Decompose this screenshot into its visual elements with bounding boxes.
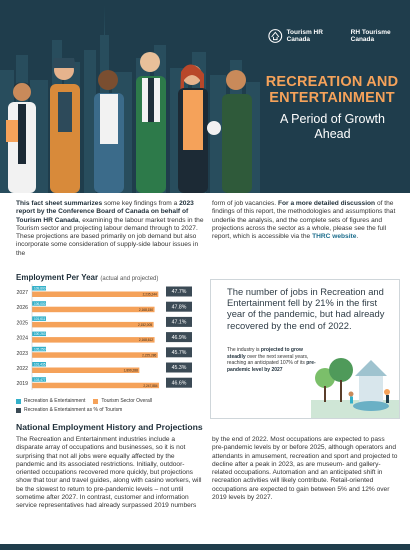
header-banner: Tourism HR Canada RH Tourisme Canada REC… bbox=[0, 0, 410, 193]
y-tick-label: 2023 bbox=[16, 351, 28, 357]
bar-tourism-label: 2,168,612 bbox=[139, 338, 153, 342]
bar-rec-label: 103,477 bbox=[34, 378, 46, 382]
bar-rec bbox=[32, 377, 46, 382]
y-tick-label: 2024 bbox=[16, 336, 28, 342]
chart-legend: Recreation & Entertainment Tourism Secto… bbox=[16, 398, 206, 416]
intro-lead-b: some key findings from a bbox=[103, 200, 178, 207]
pct-badge-label: 47.8% bbox=[172, 304, 187, 310]
footer-bar bbox=[0, 544, 410, 550]
bar-rec bbox=[32, 346, 46, 352]
bar-rec-label: 100,263 bbox=[34, 332, 46, 336]
bar-rec-label: 109,800 bbox=[34, 287, 46, 291]
employment-chart: 2027 109,800 2,235,244 47.7% 2026 106,000 2,16… bbox=[16, 284, 192, 390]
bar-tourism bbox=[32, 352, 158, 358]
header-illustration bbox=[0, 5, 260, 193]
bar-rec bbox=[32, 331, 46, 337]
intro-cont-c: of the findings of this report, the meth… bbox=[212, 200, 396, 241]
bar-tourism bbox=[32, 321, 154, 328]
bar-tourism-label: 2,168,150 bbox=[139, 308, 153, 312]
pct-badge-label: 47.7% bbox=[172, 289, 187, 295]
callout-body-c: over the next several years, reaching an… bbox=[227, 353, 309, 367]
y-tick-label: 2022 bbox=[16, 366, 28, 372]
bar-rec bbox=[32, 301, 46, 306]
logo-text-en: Tourism HR Canada bbox=[286, 29, 323, 43]
pct-badge-label: 45.3% bbox=[172, 365, 187, 371]
pct-badge-label: 46.6% bbox=[172, 380, 187, 386]
pct-badge-label: 47.1% bbox=[172, 320, 187, 326]
pct-badge bbox=[166, 301, 192, 312]
legend-row-2: Recreation & Entertainment as % of Touri… bbox=[16, 407, 206, 413]
callout-body-d: pre-pandemic level by 2027 bbox=[227, 360, 316, 373]
legend-row-1: Recreation & Entertainment Tourism Secto… bbox=[16, 398, 206, 404]
page-subtitle: A Period of Growth Ahead bbox=[280, 112, 385, 141]
pct-badge-label: 46.9% bbox=[172, 335, 187, 341]
section-title: National Employment History and Projecti… bbox=[16, 422, 203, 432]
bar-rec-label: 105,250 bbox=[34, 347, 46, 351]
legend-label-pct: Recreation & Entertainment as % of Touri… bbox=[24, 407, 123, 413]
legend-swatch-rec bbox=[16, 398, 21, 404]
y-tick-label: 2026 bbox=[16, 305, 28, 311]
intro-report-ref: 2023 report by the Conference Board of C… bbox=[16, 200, 194, 224]
callout-body-a: The industry is bbox=[227, 347, 260, 353]
pct-badge bbox=[166, 377, 192, 388]
legend-item-rec: Recreation & Entertainment bbox=[16, 398, 85, 404]
y-tick-label: 2019 bbox=[16, 381, 28, 387]
bar-tourism-label: 2,235,244 bbox=[143, 293, 157, 297]
park-illustration bbox=[311, 358, 399, 418]
bar-rec bbox=[32, 316, 46, 321]
bar-tourism bbox=[32, 337, 155, 343]
bar-tourism-label: 1,899,288 bbox=[124, 369, 138, 373]
intro-cont-b: For a more detailed discussion bbox=[277, 200, 376, 207]
legend-swatch-pct bbox=[16, 407, 21, 413]
pct-badge-label: 45.7% bbox=[172, 350, 187, 356]
chart-title-text: Employment Per Year bbox=[16, 273, 99, 282]
y-tick-label: 2025 bbox=[16, 320, 28, 326]
pct-badge bbox=[166, 362, 192, 373]
pct-badge bbox=[166, 347, 192, 358]
pct-badge bbox=[166, 286, 192, 297]
bar-rec-label: 101,611 bbox=[34, 317, 46, 321]
intro-right-column: form of job vacancies. For a more detail… bbox=[212, 200, 398, 241]
intro-lead-a: This fact sheet summarizes bbox=[16, 200, 103, 207]
callout-quote: The number of jobs in Recreation and Ent… bbox=[227, 286, 385, 331]
chart-title-note: (actual and projected) bbox=[100, 276, 159, 282]
chart-title: Employment Per Year (actual and projecte… bbox=[16, 273, 158, 282]
intro-cont-a: form of job vacancies. bbox=[212, 200, 277, 207]
thrc-website-link[interactable]: THRC website bbox=[312, 233, 357, 241]
callout-body: The industry is projected to grow steadi… bbox=[227, 347, 322, 373]
bar-rec-label: 101,435 bbox=[34, 363, 46, 367]
bar-tourism-label: 2,152,005 bbox=[138, 323, 152, 327]
bar-tourism bbox=[32, 291, 159, 297]
legend-swatch-tourism bbox=[93, 398, 99, 404]
bar-tourism bbox=[32, 382, 160, 389]
bar-rec bbox=[32, 362, 46, 367]
logo-text-fr: RH Tourisme Canada bbox=[350, 29, 391, 43]
intro-cont-end: . bbox=[356, 233, 359, 241]
intro-lead-d: , examining the labour market trends in … bbox=[16, 216, 204, 257]
bar-tourism bbox=[32, 306, 155, 313]
intro-left-column: This fact sheet summarizes some key find… bbox=[16, 200, 204, 258]
callout-box: The number of jobs in Recreation and Ent… bbox=[210, 279, 400, 419]
bar-tourism-label: 2,225,286 bbox=[142, 353, 156, 357]
page-title: RECREATION AND ENTERTAINMENT bbox=[265, 74, 399, 106]
bar-rec-label: 106,000 bbox=[34, 302, 46, 306]
legend-item-tourism: Tourism Sector Overall bbox=[93, 398, 152, 404]
bar-tourism bbox=[32, 367, 140, 373]
legend-label-tourism: Tourism Sector Overall bbox=[101, 398, 152, 404]
bar-rec bbox=[32, 286, 46, 291]
logo: Tourism HR Canada RH Tourisme Canada bbox=[268, 28, 410, 44]
section-left-column: The Recreation and Entertainment industr… bbox=[16, 436, 202, 510]
legend-item-pct: Recreation & Entertainment as % of Touri… bbox=[16, 407, 122, 413]
y-tick-label: 2027 bbox=[16, 290, 28, 296]
callout-body-b: projected to grow steadily bbox=[227, 347, 303, 360]
legend-label-rec: Recreation & Entertainment bbox=[24, 398, 86, 404]
pct-badge bbox=[166, 316, 192, 327]
bar-tourism-label: 2,247,884 bbox=[143, 384, 157, 388]
pct-badge bbox=[166, 332, 192, 343]
logo-mark-icon bbox=[268, 29, 283, 43]
section-right-column: by the end of 2022. Most occupations are… bbox=[212, 436, 398, 502]
